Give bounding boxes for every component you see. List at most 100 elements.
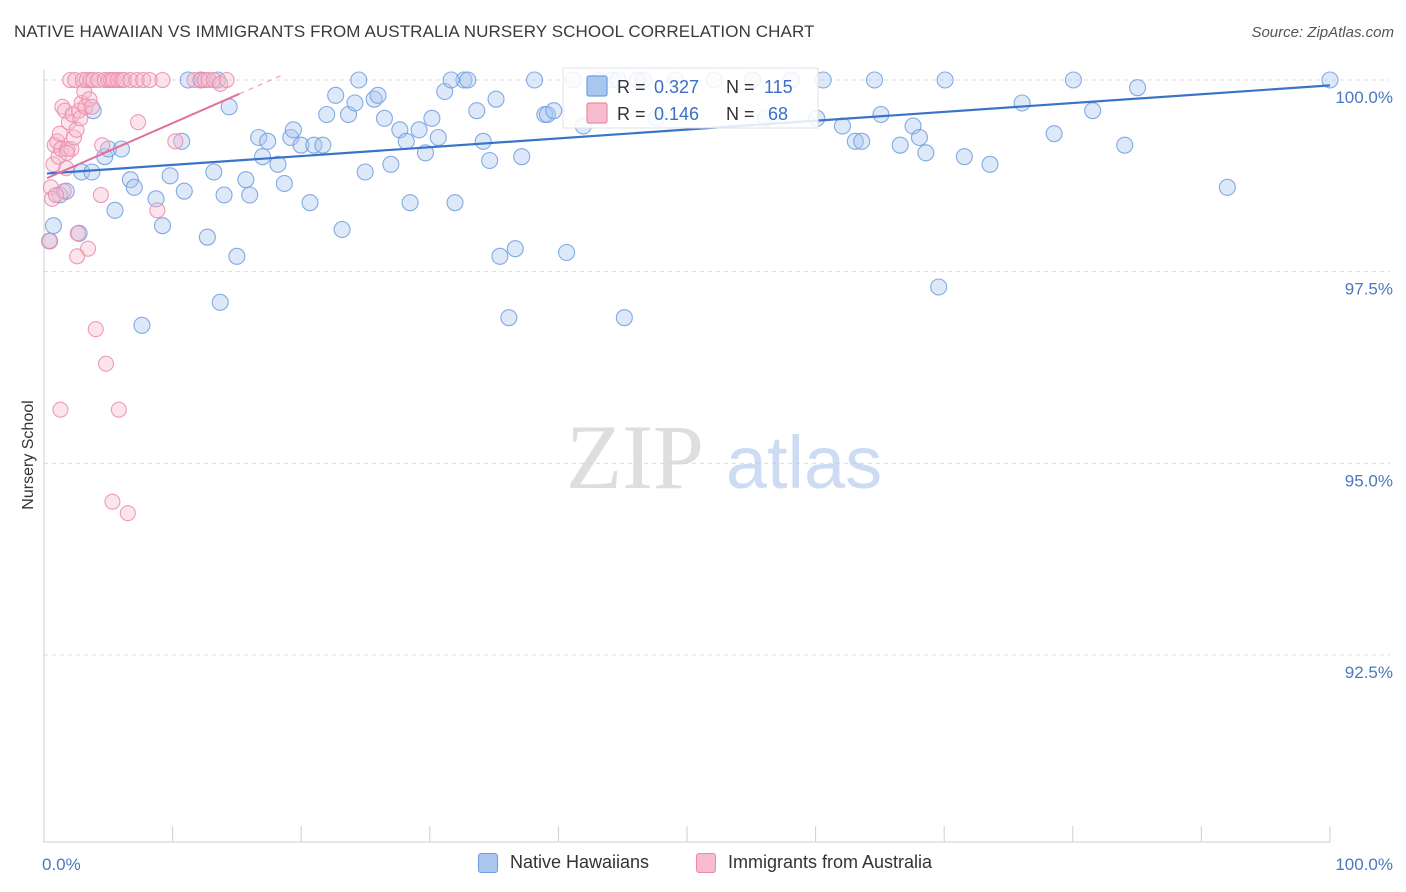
native-hawaiians-point-91 bbox=[853, 132, 871, 150]
immigrants-australia-point-50 bbox=[128, 71, 145, 89]
immigrants-australia-point-21 bbox=[69, 225, 86, 242]
native-hawaiians-point-104 bbox=[1064, 71, 1082, 89]
y-axis-label: Nursery School bbox=[20, 400, 37, 509]
native-hawaiians-point-62 bbox=[459, 71, 477, 89]
native-hawaiians-point-32 bbox=[259, 132, 277, 150]
native-hawaiians-point-29 bbox=[241, 186, 259, 204]
native-hawaiians-point-43 bbox=[333, 220, 351, 239]
native-hawaiians-point-6 bbox=[83, 163, 101, 181]
immigrants-australia-point-0 bbox=[41, 232, 58, 250]
native-hawaiians-point-106 bbox=[1116, 136, 1134, 154]
native-hawaiians-point-36 bbox=[284, 121, 302, 139]
native-hawaiians-point-107 bbox=[1129, 79, 1147, 97]
immigrants-australia-point-45 bbox=[110, 401, 127, 418]
native-hawaiians-point-66 bbox=[487, 90, 505, 108]
legend-r-value-1: 0.327 bbox=[654, 77, 699, 97]
immigrants-australia-point-32 bbox=[83, 98, 100, 115]
native-hawaiians-point-94 bbox=[891, 136, 909, 154]
native-hawaiians-point-114 bbox=[442, 71, 460, 89]
legend-r-value-2: 0.146 bbox=[654, 104, 699, 124]
native-hawaiians-point-108 bbox=[1218, 178, 1236, 196]
x-tick-label-right: 100.0% bbox=[1335, 855, 1393, 874]
immigrants-australia-point-47 bbox=[115, 71, 133, 89]
watermark-atlas: atlas bbox=[726, 421, 882, 504]
immigrants-australia-point-56 bbox=[167, 133, 184, 150]
native-hawaiians-point-60 bbox=[446, 194, 464, 212]
native-hawaiians-point-14 bbox=[133, 316, 151, 334]
native-hawaiians-point-68 bbox=[500, 309, 518, 327]
native-hawaiians-point-34 bbox=[275, 174, 293, 193]
immigrants-australia-point-28 bbox=[78, 71, 95, 89]
immigrants-australia-point-52 bbox=[135, 71, 152, 89]
legend-label-immigrants-australia: Immigrants from Australia bbox=[728, 852, 933, 872]
immigrants-australia-point-54 bbox=[149, 202, 166, 219]
immigrants-australia-swatch bbox=[696, 852, 716, 873]
native-hawaiians-point-4 bbox=[70, 224, 88, 242]
native-hawaiians-point-58 bbox=[429, 128, 447, 147]
native-hawaiians-point-100 bbox=[955, 148, 973, 166]
legend-swatch-immigrants-australia bbox=[586, 102, 608, 124]
native-hawaiians-point-40 bbox=[314, 136, 332, 154]
native-hawaiians-point-16 bbox=[153, 217, 172, 235]
native-hawaiians-point-51 bbox=[382, 155, 400, 173]
native-hawaiians-point-75 bbox=[558, 243, 576, 262]
legend-n-value-1: 115 bbox=[764, 77, 793, 97]
x-tick-labels: 0.0% 100.0% bbox=[42, 855, 1393, 874]
y-tick-label-2: 95.0% bbox=[1345, 471, 1393, 490]
native-hawaiians-point-28 bbox=[237, 171, 255, 189]
native-hawaiians-point-18 bbox=[173, 132, 191, 150]
native-hawaiians-point-10 bbox=[106, 201, 124, 219]
native-hawaiians-point-89 bbox=[833, 117, 852, 135]
native-hawaiians-point-38 bbox=[301, 194, 319, 212]
legend-item-native-hawaiians: Native Hawaiians bbox=[478, 852, 649, 873]
native-hawaiians-swatch bbox=[478, 852, 498, 873]
native-hawaiians-point-1 bbox=[44, 217, 62, 235]
native-hawaiians-point-30 bbox=[250, 128, 268, 147]
watermark-zip: ZIP bbox=[566, 406, 704, 508]
immigrants-australia-point-63 bbox=[218, 71, 235, 89]
native-hawaiians-point-61 bbox=[455, 71, 473, 89]
immigrants-australia-point-37 bbox=[94, 137, 111, 154]
native-hawaiians-point-31 bbox=[253, 148, 272, 166]
legend-item-immigrants-australia: Immigrants from Australia bbox=[696, 852, 932, 873]
native-hawaiians-point-63 bbox=[468, 102, 486, 120]
legend-swatch-native-hawaiians bbox=[586, 75, 608, 97]
native-hawaiians-point-49 bbox=[369, 86, 387, 104]
native-hawaiians-point-109 bbox=[1321, 71, 1339, 89]
native-hawaiians-point-13 bbox=[125, 178, 143, 196]
immigrants-australia-point-15 bbox=[62, 71, 79, 89]
native-hawaiians-point-80 bbox=[615, 309, 633, 327]
native-hawaiians-point-47 bbox=[356, 163, 374, 181]
chart-title: NATIVE HAWAIIAN VS IMMIGRANTS FROM AUSTR… bbox=[14, 22, 815, 41]
native-hawaiians-point-27 bbox=[228, 247, 246, 265]
grid-lines bbox=[44, 79, 1390, 656]
native-hawaiians-point-39 bbox=[305, 136, 323, 154]
legend-n-value-2: 68 bbox=[768, 104, 788, 124]
legend-n-label-1: N = bbox=[726, 77, 755, 97]
stats-legend: R = 0.327 N = 115 R = 0.146 N = 68 bbox=[562, 67, 819, 129]
native-hawaiians-point-105 bbox=[1084, 102, 1102, 120]
native-hawaiians-point-12 bbox=[121, 171, 139, 189]
native-hawaiians-point-69 bbox=[506, 240, 524, 258]
native-hawaiians-point-99 bbox=[936, 71, 954, 89]
native-hawaiians-point-41 bbox=[318, 105, 336, 124]
native-hawaiians-point-102 bbox=[1013, 94, 1031, 112]
immigrants-australia-point-39 bbox=[97, 355, 115, 372]
native-hawaiians-point-67 bbox=[491, 247, 509, 265]
native-hawaiians-point-70 bbox=[513, 148, 531, 166]
immigrants-australia-point-64 bbox=[52, 401, 69, 418]
native-hawaiians-point-42 bbox=[327, 86, 345, 104]
x-tick-label-left: 0.0% bbox=[42, 855, 81, 874]
native-hawaiians-point-90 bbox=[846, 132, 864, 150]
native-hawaiians-trend-line bbox=[46, 84, 1331, 175]
native-hawaiians-point-57 bbox=[423, 109, 441, 127]
immigrants-australia-point-42 bbox=[104, 493, 121, 510]
y-tick-label-0: 100.0% bbox=[1335, 88, 1393, 107]
immigrants-australia-point-67 bbox=[58, 144, 75, 161]
source-label: Source: ZipAtlas.com bbox=[1251, 24, 1394, 41]
native-hawaiians-point-45 bbox=[346, 94, 364, 112]
immigrants-australia-point-53 bbox=[141, 71, 158, 89]
legend-r-label-1: R = bbox=[617, 77, 646, 97]
native-hawaiians-point-55 bbox=[410, 121, 428, 139]
